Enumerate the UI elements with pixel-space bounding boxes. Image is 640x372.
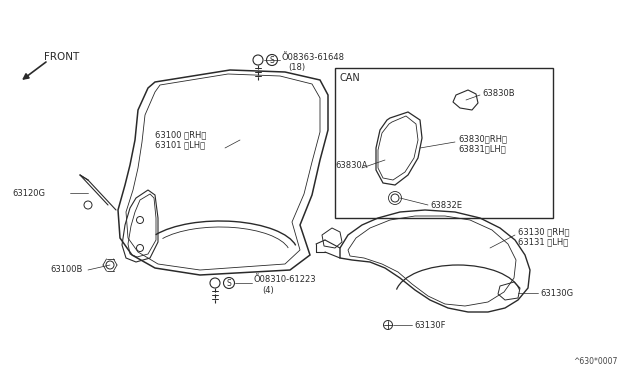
Text: 63830B: 63830B — [482, 89, 515, 97]
Text: S: S — [227, 279, 232, 288]
Text: 63830A: 63830A — [335, 160, 367, 170]
Text: 63130F: 63130F — [414, 321, 445, 330]
Bar — [335, 68, 553, 218]
Text: CAN: CAN — [340, 73, 361, 83]
Text: 63832E: 63832E — [430, 201, 462, 209]
Text: Õ08310-61223: Õ08310-61223 — [254, 276, 317, 285]
Text: Õ08363-61648: Õ08363-61648 — [282, 52, 345, 61]
Text: 63831〈LH〉: 63831〈LH〉 — [458, 144, 506, 154]
Text: 63100 〈RH〉: 63100 〈RH〉 — [155, 131, 206, 140]
Text: S: S — [269, 55, 275, 64]
Text: 63101 〈LH〉: 63101 〈LH〉 — [155, 141, 205, 150]
Text: 63130G: 63130G — [540, 289, 573, 298]
Text: ^630*0007: ^630*0007 — [573, 357, 618, 366]
Text: 63131 〈LH〉: 63131 〈LH〉 — [518, 237, 568, 247]
Text: 63100B: 63100B — [50, 266, 83, 275]
Text: FRONT: FRONT — [44, 52, 79, 62]
Text: 63120G: 63120G — [12, 189, 45, 198]
Text: (18): (18) — [288, 62, 305, 71]
Text: (4): (4) — [262, 285, 274, 295]
Text: 63830〈RH〉: 63830〈RH〉 — [458, 135, 507, 144]
Text: 63130 〈RH〉: 63130 〈RH〉 — [518, 228, 570, 237]
